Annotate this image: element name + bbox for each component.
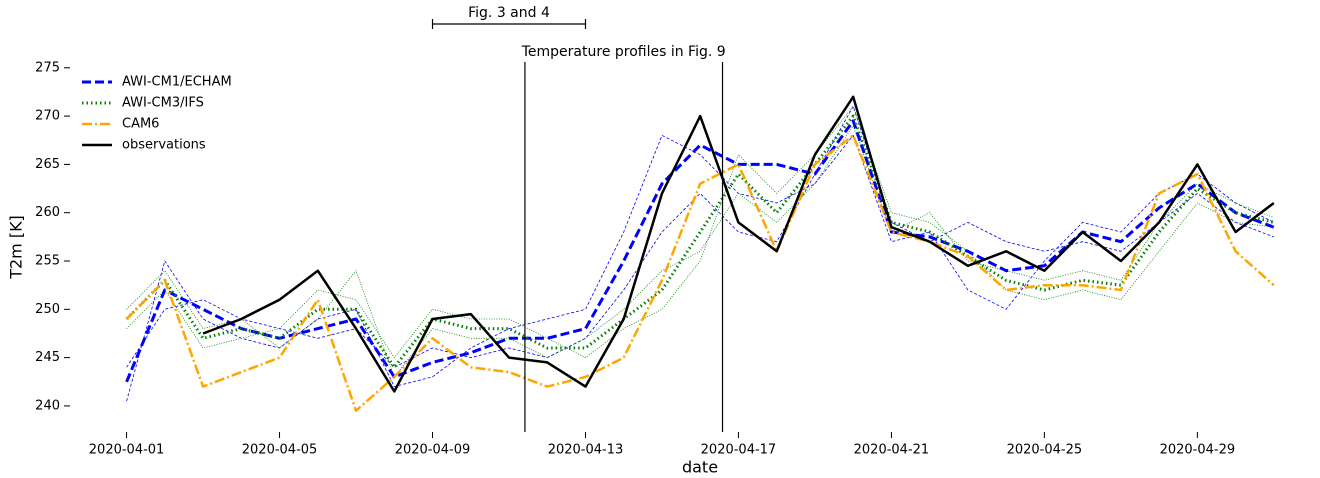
series-line xyxy=(202,95,1275,393)
y-tick-label: 260 xyxy=(35,205,60,220)
x-tick-label: 2020-04-25 xyxy=(1007,443,1083,458)
y-axis-label: T2m [K] xyxy=(7,215,26,280)
y-tick-label: 240 xyxy=(35,398,60,413)
legend-label: observations xyxy=(122,138,206,153)
legend-label: AWI-CM1/ECHAM xyxy=(122,75,232,90)
ensemble-line xyxy=(126,125,1274,378)
ensemble-line xyxy=(126,135,1274,402)
y-tick-label: 270 xyxy=(35,109,60,124)
x-tick-label: 2020-04-09 xyxy=(395,443,471,458)
x-axis-label: date xyxy=(682,458,718,477)
legend-label: AWI-CM3/IFS xyxy=(122,96,204,111)
ensemble-line xyxy=(126,106,1274,368)
y-tick-label: 265 xyxy=(35,157,60,172)
x-tick-label: 2020-04-13 xyxy=(548,443,624,458)
x-tick-label: 2020-04-21 xyxy=(854,443,930,458)
y-tick-label: 255 xyxy=(35,254,60,269)
series-line xyxy=(125,134,1275,412)
x-tick-label: 2020-04-01 xyxy=(89,443,165,458)
x-tick-label: 2020-04-05 xyxy=(242,443,318,458)
ensemble-line xyxy=(126,106,1274,358)
y-tick-label: 275 xyxy=(35,60,60,75)
series-line xyxy=(125,119,1275,383)
annotation-text: Temperature profiles in Fig. 9 xyxy=(521,44,726,60)
y-tick-label: 245 xyxy=(35,350,60,365)
annotation-text: Fig. 3 and 4 xyxy=(468,5,550,21)
x-tick-label: 2020-04-17 xyxy=(701,443,777,458)
legend-label: CAM6 xyxy=(122,117,159,132)
x-tick-label: 2020-04-29 xyxy=(1160,443,1236,458)
y-tick-label: 250 xyxy=(35,302,60,317)
